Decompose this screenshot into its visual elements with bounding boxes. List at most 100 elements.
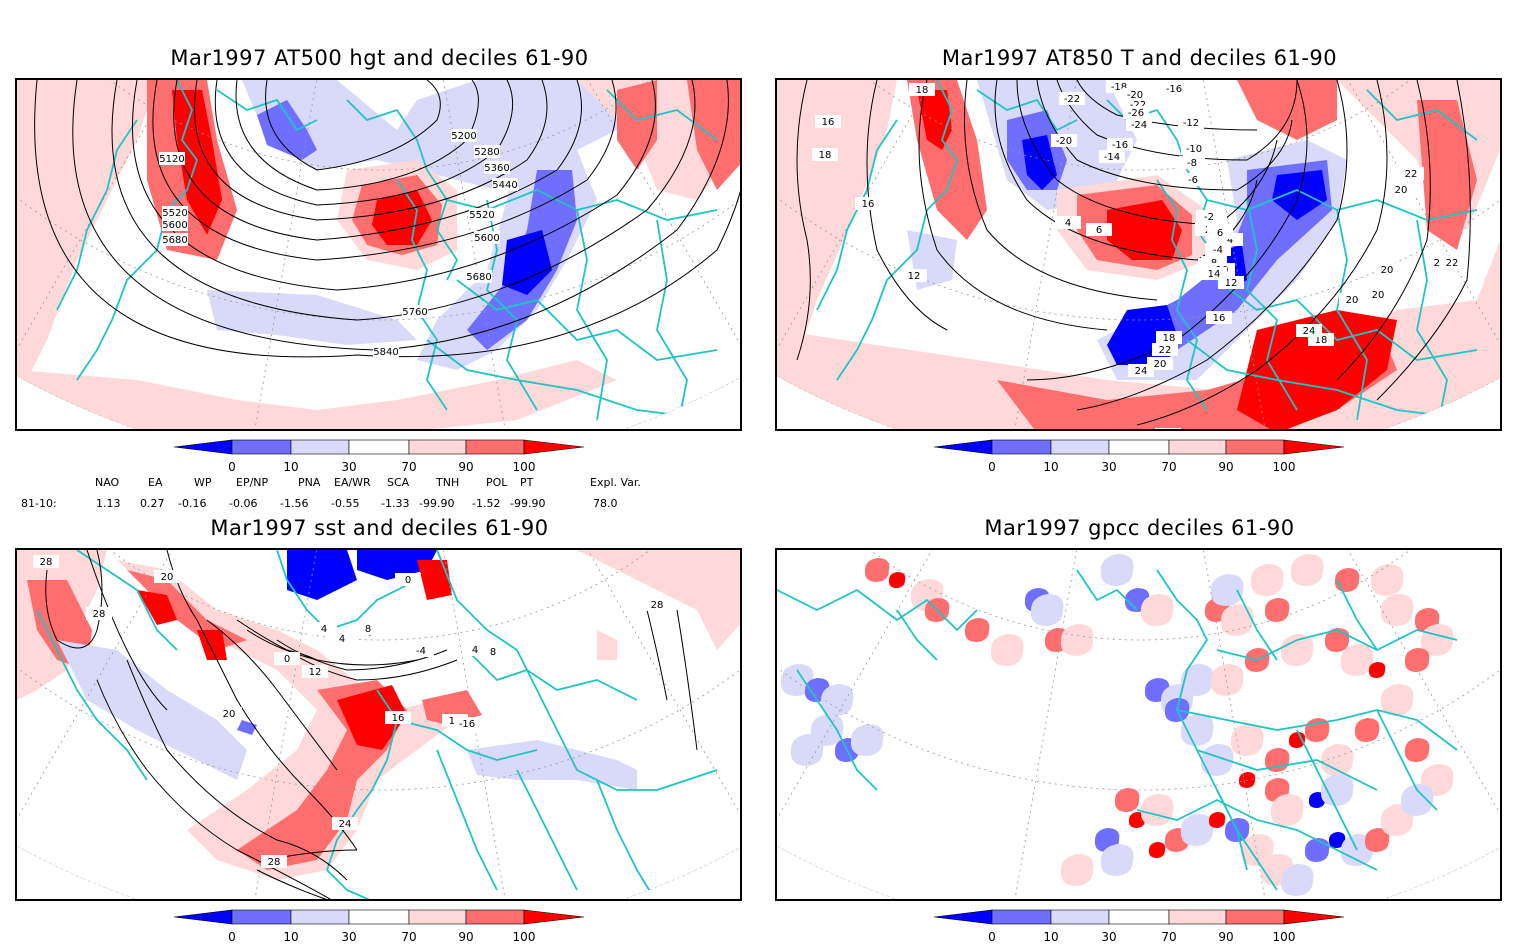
contour-label-bg <box>1339 293 1365 306</box>
contour-label-bg <box>33 555 59 568</box>
precip-decile-patch <box>1140 594 1174 626</box>
contour-label-bg <box>451 129 477 142</box>
decile-shading <box>687 80 740 190</box>
colorbar-tick-label: 100 <box>512 930 536 944</box>
contour-label: 5680 <box>466 272 491 283</box>
decile-shading <box>777 550 1500 899</box>
decile-shading <box>287 550 357 600</box>
contour-label: -10 <box>1186 144 1202 155</box>
contour-label: 5760 <box>402 307 427 318</box>
coastline <box>1186 339 1478 421</box>
coastline <box>1216 279 1478 361</box>
contour-label-bg <box>1196 210 1222 223</box>
colorbar-segment <box>1050 439 1110 455</box>
panel-title-at500: Mar1997 AT500 hgt and deciles 61-90 <box>170 46 589 70</box>
map-disk <box>17 550 740 899</box>
decile-shading <box>467 740 637 790</box>
contour-label: 5680 <box>162 235 187 246</box>
precip-decile-patch <box>1128 812 1146 828</box>
contour-label: 5840 <box>373 347 398 358</box>
colorbar-arrow-low <box>934 439 993 455</box>
index-header: TNH <box>436 476 460 489</box>
contour-label-bg <box>644 598 670 611</box>
precip-decile-patch <box>1368 662 1386 678</box>
precip-decile-patch <box>1370 564 1404 596</box>
contour-label: -6 <box>1188 175 1198 186</box>
contour-label: -4 <box>1213 245 1223 256</box>
contour-line <box>214 80 514 206</box>
contour-label: 20 <box>223 709 236 720</box>
decile-shading <box>17 80 157 390</box>
contour-label-bg <box>1126 118 1152 131</box>
coastline <box>56 119 138 311</box>
precip-decile-patch <box>1180 814 1214 846</box>
contour-label-bg <box>216 707 242 720</box>
precip-decile-patch <box>1280 864 1314 896</box>
colorbar-gpcc: 0 10 30 70 90 100 <box>934 908 1344 948</box>
contour-label-bg <box>311 622 337 635</box>
contour-label: -12 <box>1183 118 1199 129</box>
precip-decile-patch <box>1208 812 1226 828</box>
contour-label: -20 <box>1127 90 1143 101</box>
longitude-line <box>777 550 1141 840</box>
precip-decile-patch <box>1364 828 1390 852</box>
precip-decile-patch <box>1320 744 1354 776</box>
map-disk <box>777 550 1500 899</box>
contour-label-bg <box>302 665 328 678</box>
coastline <box>516 769 578 891</box>
index-value: -1.52 <box>472 497 501 510</box>
contour-label-bg <box>1207 226 1233 239</box>
contour-label: 18 <box>819 150 832 161</box>
colorbar-arrow-high <box>1283 909 1344 925</box>
longitude-line <box>17 80 381 370</box>
contour-label-bg <box>1398 167 1424 180</box>
colorbar-arrow-high <box>1283 439 1344 455</box>
panel-title-gpcc: Mar1997 gpcc deciles 61-90 <box>984 516 1295 540</box>
contour-label-bg <box>329 632 355 645</box>
index-header: EP/NP <box>236 476 269 489</box>
precip-decile-patch <box>1400 784 1434 816</box>
colorbar-tick-label: 100 <box>1272 460 1296 474</box>
longitude-line <box>249 550 381 899</box>
coastline <box>326 689 398 899</box>
decile-shading <box>597 630 617 660</box>
contour-label: 14 <box>1208 269 1221 280</box>
contour-label-bg <box>469 208 495 221</box>
contour-label-bg <box>454 717 480 730</box>
contour-label-bg <box>159 152 185 165</box>
colorbar-segment <box>408 909 467 925</box>
colorbar-segment <box>1225 439 1285 455</box>
contour-label-bg <box>1152 343 1178 356</box>
colorbar-tick-label: 10 <box>283 460 299 474</box>
contour-label: 6 <box>1096 225 1102 236</box>
index-header: SCA <box>387 476 410 489</box>
coastline <box>276 550 418 631</box>
contour-label-bg <box>395 573 421 586</box>
index-row-label: 81-10: <box>21 497 57 510</box>
colorbar-tick-label: 30 <box>1101 930 1117 944</box>
precip-decile-patch <box>1220 604 1254 636</box>
contour-line <box>286 649 458 681</box>
contour-label: 6 <box>1217 228 1223 239</box>
colorbar-segment <box>1108 909 1170 925</box>
longitude-line <box>249 80 381 429</box>
precip-decile-patch <box>1114 788 1140 812</box>
precip-decile-patch <box>1100 844 1134 876</box>
decile-shading <box>1237 310 1397 429</box>
colorbar-arrow-high <box>523 909 584 925</box>
contour-line <box>1336 80 1431 381</box>
contour-label: 5280 <box>474 147 499 158</box>
contour-line <box>1056 80 1298 161</box>
contour-label: 12 <box>1225 278 1238 289</box>
coastline <box>1176 709 1458 751</box>
coastline <box>656 219 688 429</box>
coastline <box>976 89 1078 131</box>
coastline <box>1216 629 1458 661</box>
longitude-line <box>379 550 511 899</box>
contour-line <box>1036 80 1293 191</box>
colorbar-tick-label: 70 <box>1161 460 1177 474</box>
contour-label: -14 <box>1104 152 1120 163</box>
contour-label-bg <box>373 345 399 358</box>
index-value: 0.27 <box>140 497 165 510</box>
